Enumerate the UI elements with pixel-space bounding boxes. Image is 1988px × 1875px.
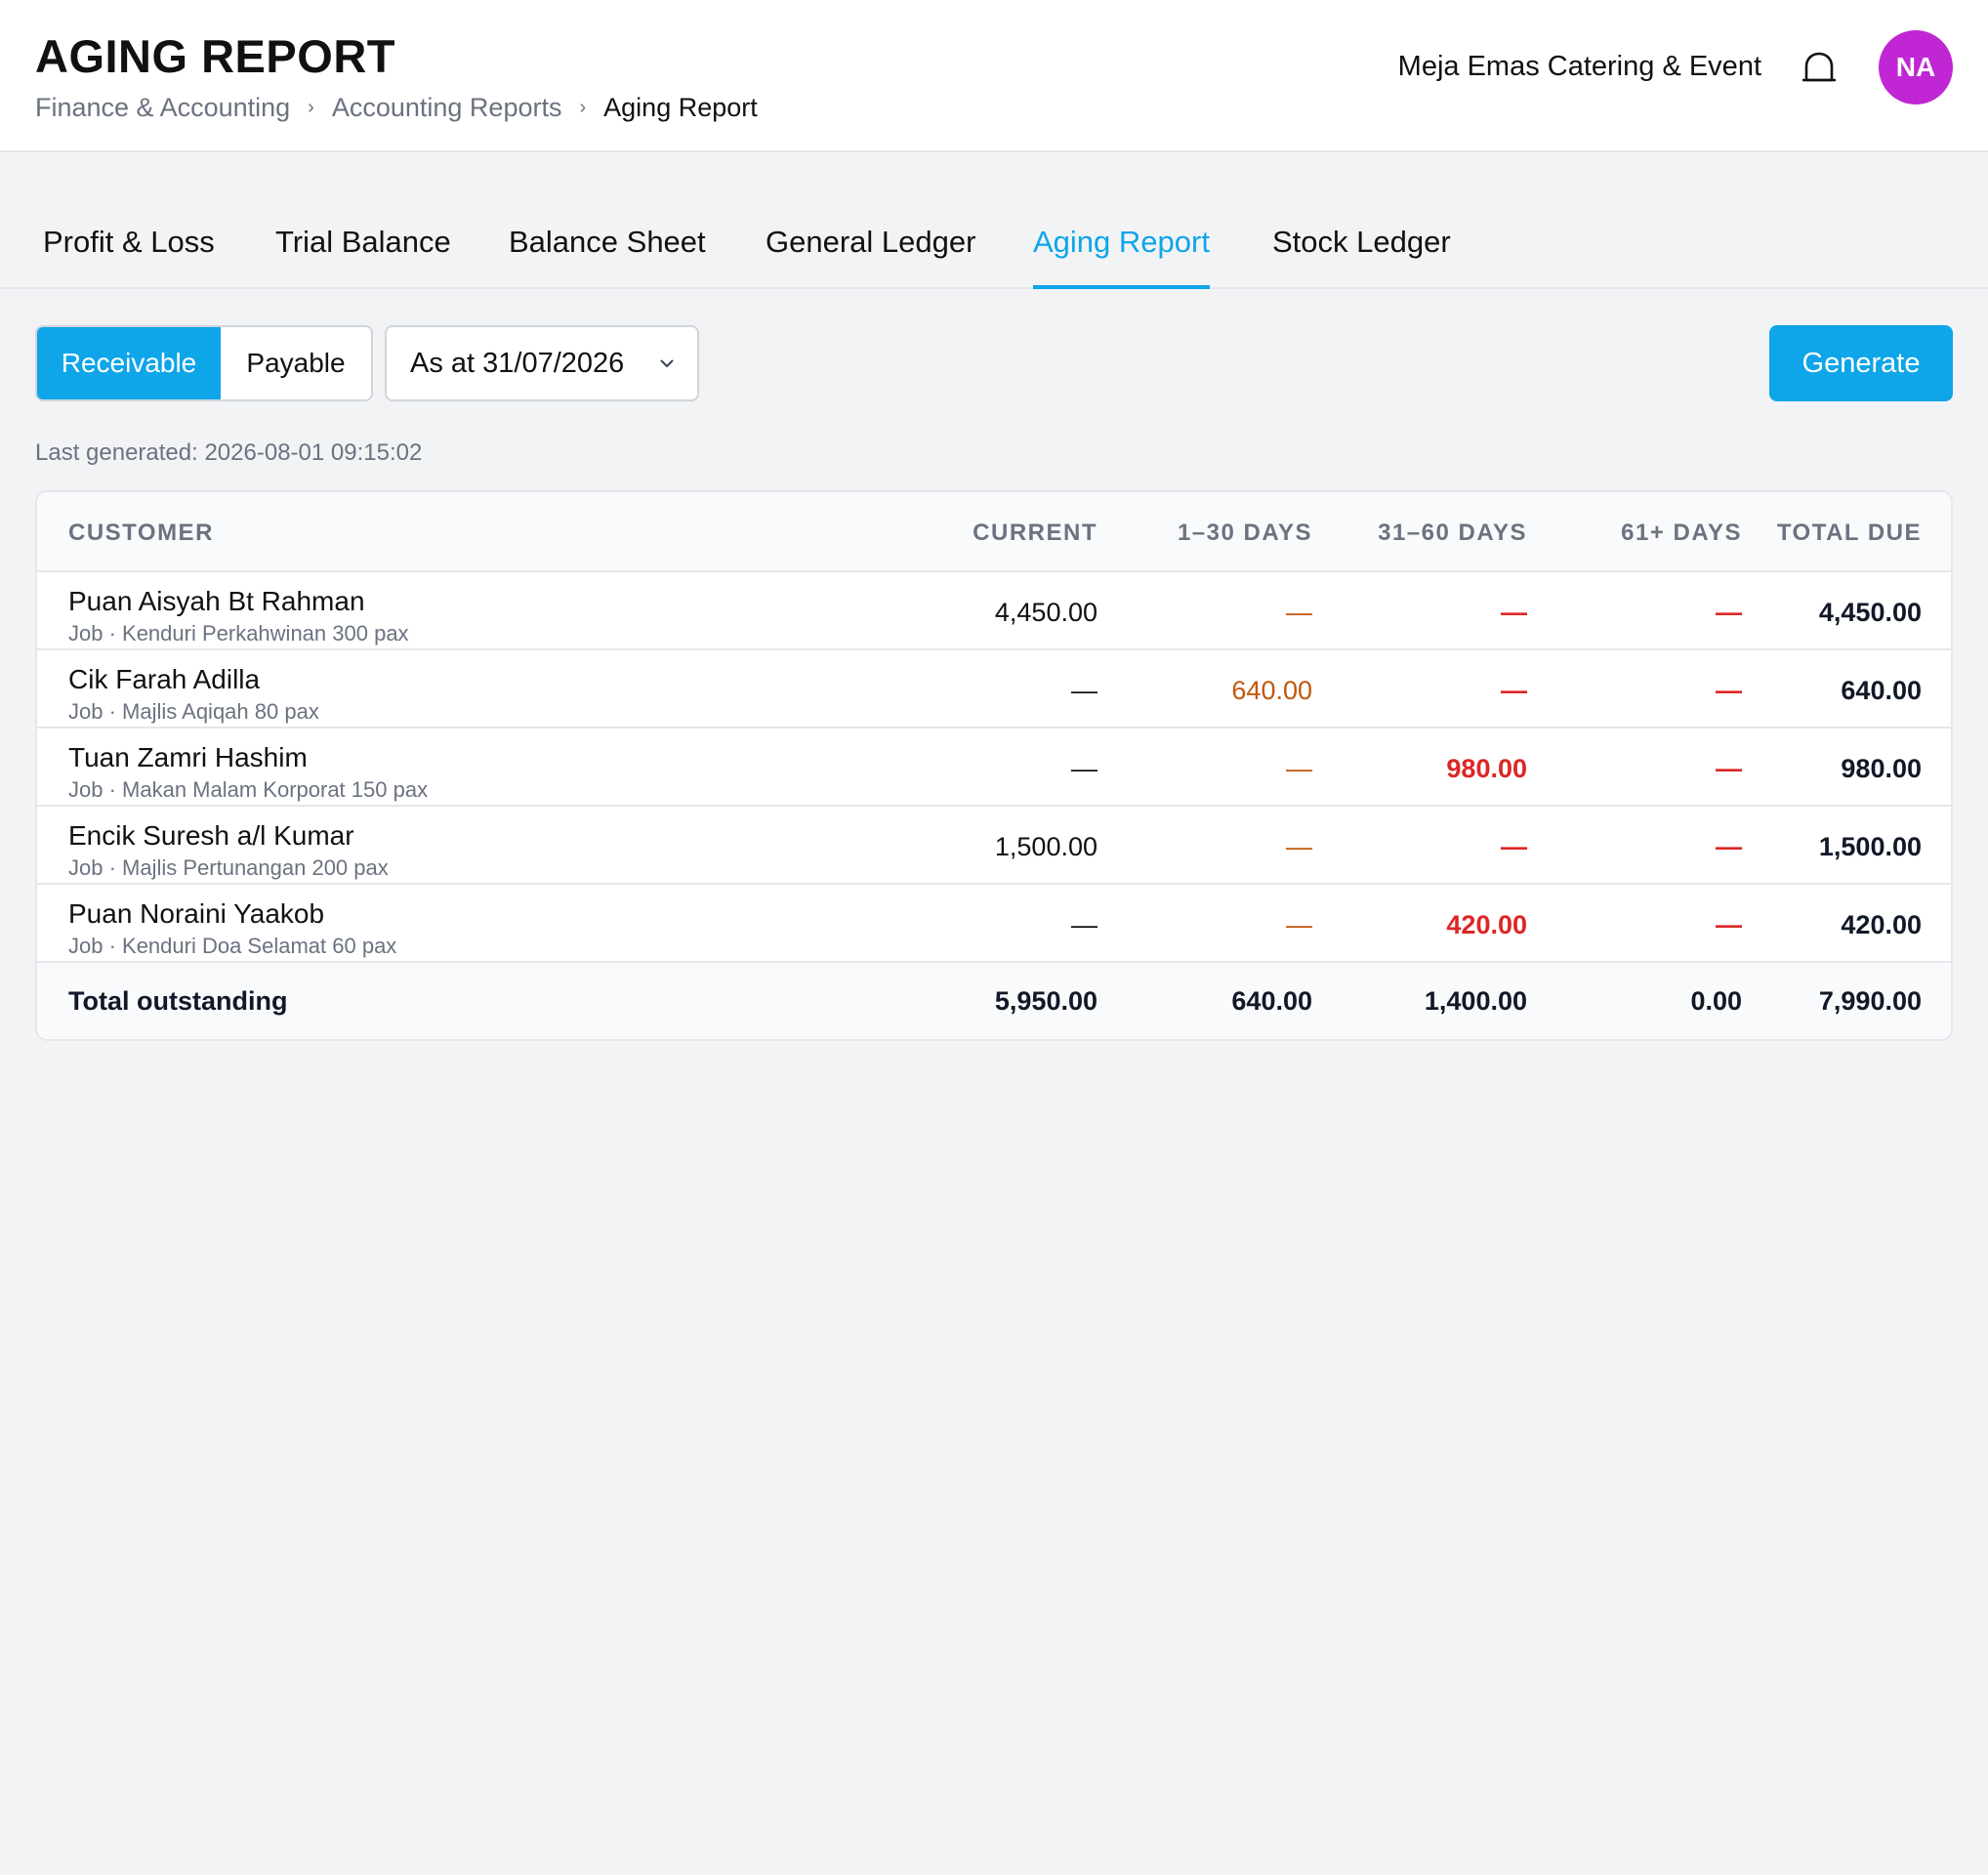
receivable-payable-toggle: Receivable Payable	[35, 325, 373, 401]
table-row[interactable]: Puan Aisyah Bt Rahman Job · Kenduri Perk…	[37, 572, 1951, 650]
days-61-plus-amount: —	[1716, 754, 1742, 783]
total-outstanding-label: Total outstanding	[68, 986, 288, 1016]
column-header-current: CURRENT	[973, 520, 1098, 546]
total-due-amount: 1,500.00	[1818, 832, 1922, 861]
breadcrumb-accounting-reports[interactable]: Accounting Reports	[331, 93, 562, 122]
tab-aging-report[interactable]: Aging Report	[1033, 225, 1210, 289]
table-row[interactable]: Tuan Zamri Hashim Job · Makan Malam Korp…	[37, 729, 1951, 807]
last-generated-text: Last generated: 2026-08-01 09:15:02	[35, 439, 423, 466]
total-61-plus-days: 0.00	[1690, 986, 1742, 1016]
aging-table: CUSTOMER CURRENT 1–30 DAYS 31–60 DAYS 61…	[35, 490, 1953, 1041]
total-due-amount: 420.00	[1841, 910, 1922, 939]
days-31-60-amount: —	[1501, 598, 1527, 627]
customer-name: Puan Noraini Yaakob	[68, 898, 325, 929]
date-select-value: As at 31/07/2026	[410, 347, 625, 379]
table-header-row: CUSTOMER CURRENT 1–30 DAYS 31–60 DAYS 61…	[37, 492, 1951, 572]
current-amount: —	[1071, 910, 1098, 939]
total-due-grand: 7,990.00	[1818, 986, 1922, 1016]
days-1-30-amount: 640.00	[1231, 676, 1312, 705]
total-current: 5,950.00	[994, 986, 1098, 1016]
user-avatar[interactable]: NA	[1879, 30, 1953, 104]
column-header-customer: CUSTOMER	[68, 520, 214, 546]
customer-job: Job · Kenduri Perkahwinan 300 pax	[68, 621, 409, 646]
customer-name: Cik Farah Adilla	[68, 664, 261, 694]
days-31-60-amount: —	[1501, 676, 1527, 705]
days-61-plus-amount: —	[1716, 676, 1742, 705]
days-1-30-amount: —	[1286, 832, 1312, 861]
payable-button[interactable]: Payable	[246, 348, 346, 378]
breadcrumb: Finance & Accounting › Accounting Report…	[35, 93, 758, 123]
table-row[interactable]: Encik Suresh a/l Kumar Job · Majlis Pert…	[37, 807, 1951, 885]
tab-profit-loss[interactable]: Profit & Loss	[43, 225, 215, 259]
top-bar: AGING REPORT Finance & Accounting › Acco…	[0, 0, 1988, 152]
days-1-30-amount: —	[1286, 754, 1312, 783]
customer-name: Tuan Zamri Hashim	[68, 742, 308, 772]
customer-job: Job · Majlis Pertunangan 200 pax	[68, 855, 389, 880]
breadcrumb-finance[interactable]: Finance & Accounting	[35, 93, 291, 122]
column-header-61-plus-days: 61+ DAYS	[1621, 520, 1742, 546]
table-footer-row: Total outstanding 5,950.00 640.00 1,400.…	[37, 963, 1951, 1039]
notification-bell-icon[interactable]	[1802, 51, 1837, 86]
table-row[interactable]: Puan Noraini Yaakob Job · Kenduri Doa Se…	[37, 885, 1951, 963]
customer-job: Job · Kenduri Doa Selamat 60 pax	[68, 934, 397, 958]
days-61-plus-amount: —	[1716, 598, 1742, 627]
tab-general-ledger[interactable]: General Ledger	[766, 225, 976, 259]
days-31-60-amount: 980.00	[1446, 754, 1527, 783]
receivable-button[interactable]: Receivable	[37, 327, 221, 399]
as-at-date-select[interactable]: As at 31/07/2026	[385, 325, 699, 401]
report-toolbar: Receivable Payable As at 31/07/2026 Gene…	[35, 325, 1953, 401]
current-amount: —	[1071, 676, 1098, 705]
total-1-30-days: 640.00	[1231, 986, 1312, 1016]
tab-stock-ledger[interactable]: Stock Ledger	[1272, 225, 1451, 259]
days-31-60-amount: 420.00	[1446, 910, 1527, 939]
report-tabs: Profit & Loss Trial Balance Balance Shee…	[0, 215, 1988, 289]
days-1-30-amount: —	[1286, 910, 1312, 939]
breadcrumb-current: Aging Report	[603, 93, 758, 122]
days-61-plus-amount: —	[1716, 832, 1742, 861]
column-header-31-60-days: 31–60 DAYS	[1378, 520, 1527, 546]
table-row[interactable]: Cik Farah Adilla Job · Majlis Aqiqah 80 …	[37, 650, 1951, 729]
total-due-amount: 4,450.00	[1818, 598, 1922, 627]
customer-name: Encik Suresh a/l Kumar	[68, 820, 354, 851]
breadcrumb-separator: ›	[579, 97, 587, 118]
total-due-amount: 980.00	[1841, 754, 1922, 783]
chevron-down-icon	[660, 359, 674, 368]
generate-button[interactable]: Generate	[1769, 325, 1953, 401]
tab-balance-sheet[interactable]: Balance Sheet	[509, 225, 706, 259]
tab-trial-balance[interactable]: Trial Balance	[275, 225, 451, 259]
customer-job: Job · Majlis Aqiqah 80 pax	[68, 699, 319, 724]
current-amount: —	[1071, 754, 1098, 783]
company-name[interactable]: Meja Emas Catering & Event	[1397, 51, 1761, 82]
column-header-1-30-days: 1–30 DAYS	[1177, 520, 1312, 546]
page-title: AGING REPORT	[35, 30, 395, 82]
days-1-30-amount: —	[1286, 598, 1312, 627]
total-31-60-days: 1,400.00	[1424, 986, 1527, 1016]
customer-job: Job · Makan Malam Korporat 150 pax	[68, 777, 429, 802]
days-61-plus-amount: —	[1716, 910, 1742, 939]
column-header-total-due: TOTAL DUE	[1776, 520, 1922, 546]
current-amount: 1,500.00	[994, 832, 1098, 861]
total-due-amount: 640.00	[1841, 676, 1922, 705]
customer-name: Puan Aisyah Bt Rahman	[68, 586, 365, 616]
current-amount: 4,450.00	[994, 598, 1098, 627]
days-31-60-amount: —	[1501, 832, 1527, 861]
breadcrumb-separator: ›	[308, 97, 314, 118]
